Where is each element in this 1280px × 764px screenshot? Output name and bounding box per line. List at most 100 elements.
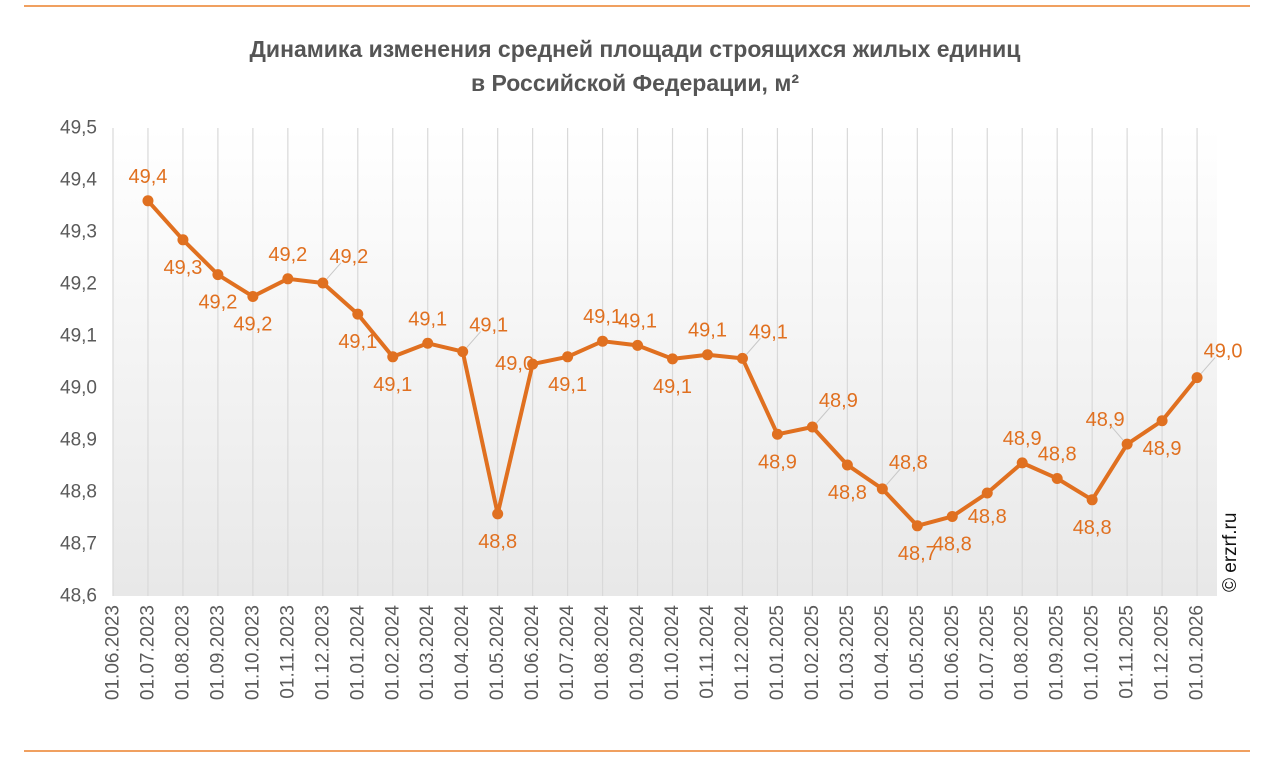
data-label: 49,3	[163, 257, 202, 279]
data-series	[142, 195, 1203, 532]
data-point	[771, 428, 783, 440]
data-label: 48,7	[898, 543, 937, 565]
data-label: 48,9	[1003, 428, 1042, 450]
data-label: 49,1	[548, 374, 587, 396]
data-label: 49,1	[408, 308, 447, 330]
data-point	[247, 290, 259, 302]
data-label: 48,8	[1073, 517, 1112, 539]
data-point	[457, 346, 469, 358]
x-tick-label: 01.06.2023	[103, 605, 124, 700]
x-tick-label: 01.02.2025	[802, 605, 823, 700]
data-point	[597, 335, 609, 347]
data-point	[701, 349, 713, 361]
label-leader	[466, 331, 482, 348]
data-point	[667, 353, 679, 365]
data-point	[282, 273, 294, 285]
data-label: 49,1	[653, 376, 692, 398]
data-point	[806, 421, 818, 433]
x-tick-label: 01.05.2024	[487, 605, 508, 701]
x-tick-label: 01.09.2024	[627, 605, 648, 701]
x-tick-label: 01.04.2024	[452, 605, 473, 701]
plot-area	[113, 128, 1217, 596]
y-axis: 48,6 48,7 48,8 48,9 49,0 49,1 49,2 49,3 49,4 49,5	[60, 118, 97, 607]
data-label: 49,1	[583, 306, 622, 328]
data-point	[736, 352, 748, 364]
data-label: 49,0	[1204, 341, 1243, 363]
data-point	[212, 269, 224, 281]
x-tick-label: 01.11.2023	[277, 605, 298, 699]
y-tick-label: 49,3	[60, 222, 97, 243]
data-label: 48,8	[478, 531, 517, 553]
data-labels: 49,449,349,249,249,2 49,249,149,149,1 49,1…	[129, 166, 1243, 565]
data-label: 49,1	[618, 310, 657, 332]
label-leader	[885, 468, 901, 486]
data-point	[422, 337, 434, 349]
y-tick-label: 49,5	[60, 118, 97, 139]
data-point	[1051, 472, 1063, 484]
data-point	[492, 508, 504, 520]
data-label: 49,2	[198, 292, 237, 314]
data-point	[911, 520, 923, 532]
data-point	[527, 358, 539, 370]
x-tick-label: 01.06.2025	[942, 605, 963, 700]
x-tick-label: 01.04.2025	[872, 605, 893, 700]
data-label: 48,9	[1143, 438, 1182, 460]
x-tick-label: 01.12.2025	[1152, 605, 1173, 700]
label-leader	[1200, 357, 1216, 374]
data-label: 48,8	[933, 533, 972, 555]
x-tick-label: 01.07.2025	[977, 605, 998, 700]
x-axis: 01.06.2023 01.07.2023 01.08.2023 01.09.2023…	[103, 605, 1208, 701]
data-label: 48,9	[1086, 409, 1125, 431]
x-tick-label: 01.11.2024	[697, 605, 718, 699]
data-label: 48,8	[1038, 443, 1077, 465]
data-point	[562, 351, 574, 363]
x-tick-label: 01.03.2025	[837, 605, 858, 700]
x-tick-label: 01.06.2024	[522, 605, 543, 701]
y-tick-label: 48,6	[60, 586, 97, 607]
data-point	[142, 195, 154, 207]
label-leader	[746, 338, 761, 355]
data-label: 48,8	[968, 506, 1007, 528]
y-tick-label: 49,0	[60, 378, 97, 399]
data-point	[981, 487, 993, 499]
data-label: 49,1	[749, 321, 788, 343]
chart-title: Динамика изменения средней площади строя…	[0, 32, 1270, 100]
x-tick-label: 01.09.2023	[207, 605, 228, 700]
data-label: 48,8	[889, 452, 928, 474]
chart-title-line1: Динамика изменения средней площади строя…	[249, 36, 1021, 62]
data-point	[841, 459, 853, 471]
data-point	[317, 277, 329, 289]
data-label: 49,2	[329, 246, 368, 268]
data-label: 48,9	[819, 390, 858, 412]
data-label: 49,4	[129, 166, 168, 188]
copyright: © erzrf.ru	[1220, 512, 1241, 592]
x-tick-label: 01.09.2025	[1047, 605, 1068, 700]
data-point	[876, 483, 888, 495]
data-label: 49,1	[688, 320, 727, 342]
data-point	[177, 234, 189, 246]
x-tick-label: 01.05.2025	[907, 605, 928, 700]
y-tick-label: 49,2	[60, 274, 97, 295]
y-tick-label: 48,8	[60, 482, 97, 503]
data-label: 49,1	[469, 315, 508, 337]
label-leader	[326, 262, 342, 280]
x-tick-label: 01.01.2024	[347, 605, 368, 701]
x-tick-label: 01.10.2023	[242, 605, 263, 700]
data-point	[1086, 494, 1098, 506]
x-tick-label: 01.10.2024	[662, 605, 683, 701]
data-point	[1016, 457, 1028, 469]
label-leader	[1110, 425, 1124, 441]
data-point	[946, 510, 958, 522]
x-tick-label: 01.08.2024	[592, 605, 613, 701]
bottom-rule	[24, 750, 1250, 752]
x-tick-label: 01.01.2025	[767, 605, 788, 700]
x-tick-label: 01.12.2023	[312, 605, 333, 700]
x-tick-label: 01.07.2023	[137, 605, 158, 700]
data-label: 48,8	[828, 482, 867, 504]
y-tick-label: 48,9	[60, 430, 97, 451]
data-label: 49,2	[233, 313, 272, 335]
data-point	[632, 339, 644, 351]
x-tick-label: 01.01.2026	[1187, 605, 1208, 700]
y-tick-label: 48,7	[60, 534, 97, 555]
